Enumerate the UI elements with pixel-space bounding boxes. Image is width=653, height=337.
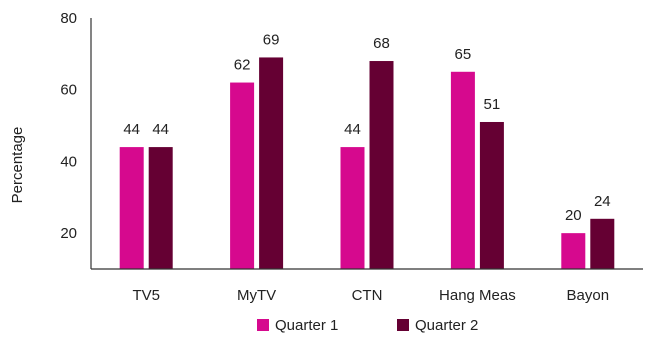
- legend-label: Quarter 1: [275, 317, 338, 334]
- data-label: 68: [373, 35, 390, 52]
- legend-swatch: [257, 319, 269, 331]
- data-label: 69: [263, 31, 280, 48]
- x-tick-label: Hang Meas: [439, 287, 516, 304]
- y-tick-label: 80: [60, 10, 77, 27]
- x-tick-label: TV5: [132, 287, 160, 304]
- legend-label: Quarter 2: [415, 317, 478, 334]
- x-axis: TV5 MyTV CTN Hang Meas Bayon: [91, 268, 643, 304]
- bar: [450, 71, 475, 270]
- data-label: 44: [344, 121, 361, 138]
- bars: [119, 57, 615, 270]
- data-labels: 44 44 62 69 44 68 65 51 20 24: [123, 31, 610, 224]
- data-label: 44: [123, 121, 140, 138]
- y-tick-label: 60: [60, 82, 77, 99]
- bar: [590, 218, 615, 269]
- y-tick-label: 40: [60, 153, 77, 170]
- data-label: 24: [594, 193, 611, 210]
- x-tick-label: MyTV: [237, 287, 276, 304]
- bar: [479, 121, 504, 269]
- bar: [119, 147, 144, 269]
- y-axis-title: Percentage: [9, 127, 26, 204]
- data-label: 65: [455, 46, 472, 63]
- data-label: 51: [484, 96, 501, 113]
- data-label: 20: [565, 207, 582, 224]
- data-label: 44: [152, 121, 169, 138]
- bar: [230, 82, 255, 270]
- legend-swatch: [397, 319, 409, 331]
- bar: [148, 147, 173, 269]
- bar: [369, 61, 394, 270]
- data-label: 62: [234, 57, 251, 74]
- y-axis: 20 40 60 80: [60, 10, 92, 269]
- legend: Quarter 1 Quarter 2: [257, 317, 478, 334]
- bar: [340, 147, 365, 269]
- x-tick-label: Bayon: [567, 287, 610, 304]
- y-tick-label: 20: [60, 225, 77, 242]
- bar: [259, 57, 284, 269]
- bar: [561, 233, 586, 269]
- x-tick-label: CTN: [352, 287, 383, 304]
